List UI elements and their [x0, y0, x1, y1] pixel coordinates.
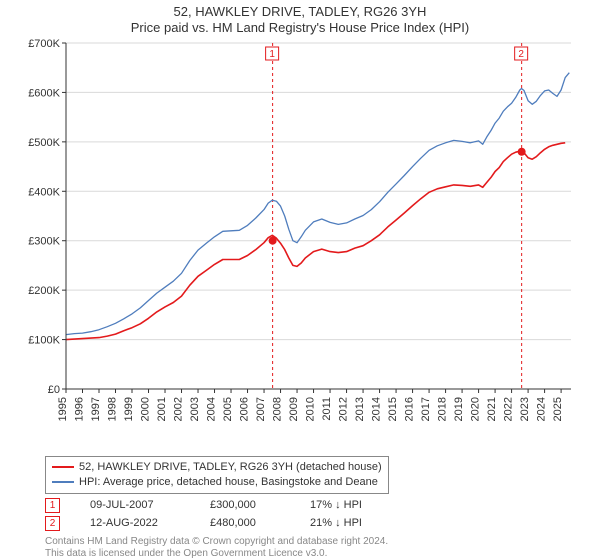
svg-text:£100K: £100K	[28, 334, 60, 346]
legend-item-subject: 52, HAWKLEY DRIVE, TADLEY, RG26 3YH (det…	[52, 460, 382, 475]
transaction-marker-icon: 1	[45, 498, 60, 513]
svg-text:1999: 1999	[123, 397, 135, 421]
svg-text:2007: 2007	[255, 397, 267, 421]
svg-text:2010: 2010	[305, 397, 317, 421]
svg-text:2013: 2013	[354, 397, 366, 421]
svg-text:2008: 2008	[272, 397, 284, 421]
svg-text:1995: 1995	[57, 397, 69, 421]
transaction-date: 12-AUG-2022	[90, 517, 210, 529]
svg-text:£700K: £700K	[28, 38, 60, 50]
svg-text:2005: 2005	[222, 397, 234, 421]
svg-text:2025: 2025	[552, 397, 564, 421]
svg-text:£200K: £200K	[28, 285, 60, 297]
attribution-line2: This data is licensed under the Open Gov…	[45, 548, 388, 560]
transaction-price: £480,000	[210, 517, 310, 529]
legend-swatch-subject	[52, 466, 74, 468]
svg-text:£500K: £500K	[28, 136, 60, 148]
svg-text:£0: £0	[48, 384, 60, 396]
svg-text:2019: 2019	[453, 397, 465, 421]
legend-label-hpi: HPI: Average price, detached house, Basi…	[79, 475, 378, 490]
svg-text:2004: 2004	[206, 397, 218, 421]
svg-text:2014: 2014	[371, 397, 383, 421]
svg-text:2020: 2020	[470, 397, 482, 421]
svg-text:2011: 2011	[321, 397, 333, 421]
transactions-table: 1 09-JUL-2007 £300,000 17% ↓ HPI 2 12-AU…	[45, 496, 400, 532]
svg-text:2022: 2022	[503, 397, 515, 421]
transaction-pct: 21% ↓ HPI	[310, 517, 400, 529]
svg-text:£300K: £300K	[28, 235, 60, 247]
legend-item-hpi: HPI: Average price, detached house, Basi…	[52, 475, 382, 490]
svg-text:2024: 2024	[536, 397, 548, 421]
transaction-date: 09-JUL-2007	[90, 499, 210, 511]
legend-label-subject: 52, HAWKLEY DRIVE, TADLEY, RG26 3YH (det…	[79, 460, 382, 475]
table-row: 2 12-AUG-2022 £480,000 21% ↓ HPI	[45, 514, 400, 532]
svg-text:£400K: £400K	[28, 186, 60, 198]
svg-text:2023: 2023	[519, 397, 531, 421]
title-subtitle: Price paid vs. HM Land Registry's House …	[0, 20, 600, 36]
svg-text:1998: 1998	[107, 397, 119, 421]
chart-title-block: 52, HAWKLEY DRIVE, TADLEY, RG26 3YH Pric…	[0, 0, 600, 37]
svg-text:2006: 2006	[239, 397, 251, 421]
svg-text:2018: 2018	[437, 397, 449, 421]
attribution: Contains HM Land Registry data © Crown c…	[45, 536, 388, 559]
title-address: 52, HAWKLEY DRIVE, TADLEY, RG26 3YH	[0, 4, 600, 20]
transaction-marker-icon: 2	[45, 516, 60, 531]
svg-text:2015: 2015	[387, 397, 399, 421]
legend: 52, HAWKLEY DRIVE, TADLEY, RG26 3YH (det…	[45, 456, 389, 494]
transaction-pct: 17% ↓ HPI	[310, 499, 400, 511]
attribution-line1: Contains HM Land Registry data © Crown c…	[45, 536, 388, 548]
svg-text:2016: 2016	[404, 397, 416, 421]
svg-text:2: 2	[518, 49, 524, 60]
svg-text:1997: 1997	[90, 397, 102, 421]
transaction-price: £300,000	[210, 499, 310, 511]
svg-text:2003: 2003	[189, 397, 201, 421]
svg-text:2017: 2017	[420, 397, 432, 421]
svg-text:2021: 2021	[486, 397, 498, 421]
price-chart: £0 £100K £200K £300K £400K £500K £600K £700K 199…	[21, 37, 579, 433]
svg-text:1996: 1996	[74, 397, 86, 421]
svg-text:1: 1	[269, 49, 275, 60]
svg-text:2002: 2002	[173, 397, 185, 421]
svg-text:2012: 2012	[338, 397, 350, 421]
legend-swatch-hpi	[52, 481, 74, 483]
svg-text:2009: 2009	[288, 397, 300, 421]
svg-text:2000: 2000	[140, 397, 152, 421]
svg-text:£600K: £600K	[28, 87, 60, 99]
table-row: 1 09-JUL-2007 £300,000 17% ↓ HPI	[45, 496, 400, 514]
svg-text:2001: 2001	[156, 397, 168, 421]
